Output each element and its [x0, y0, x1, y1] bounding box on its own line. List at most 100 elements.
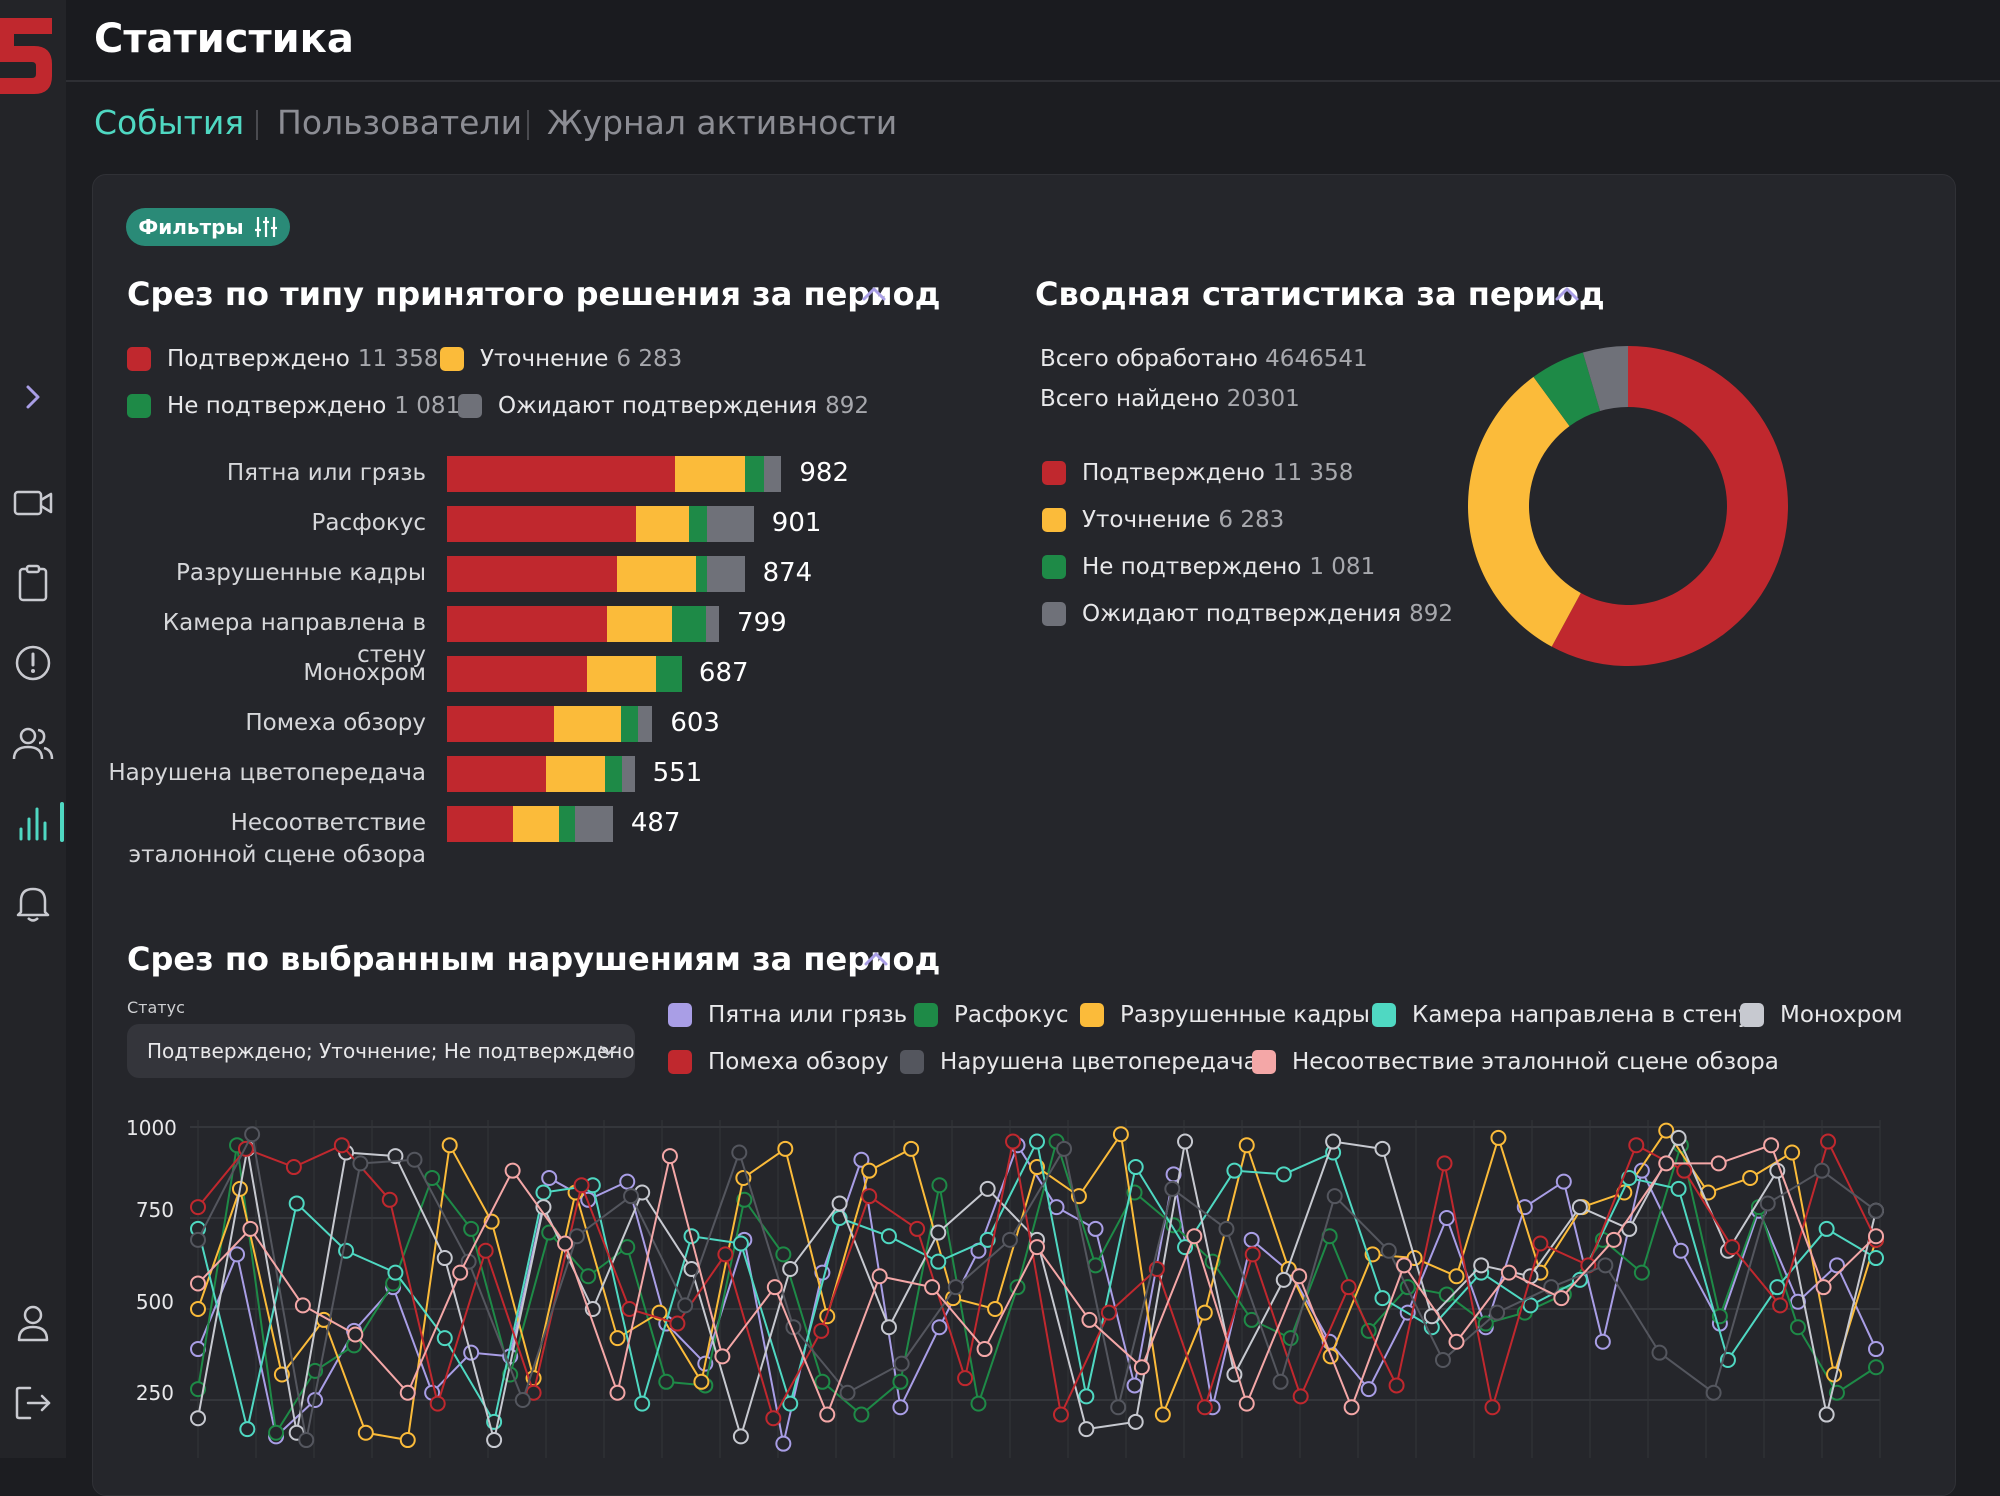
series-point[interactable]: [504, 1162, 521, 1179]
series-point[interactable]: [775, 1435, 792, 1452]
series-point[interactable]: [1489, 1304, 1506, 1321]
series-point[interactable]: [1605, 1231, 1622, 1248]
users-icon[interactable]: [10, 720, 56, 766]
bar-chart-icon[interactable]: [10, 800, 56, 846]
series-point[interactable]: [1500, 1264, 1517, 1281]
series-point[interactable]: [1448, 1333, 1465, 1350]
series-point[interactable]: [1813, 1162, 1830, 1179]
series-point[interactable]: [1243, 1231, 1260, 1248]
series-point[interactable]: [931, 1319, 948, 1336]
series-point[interactable]: [831, 1195, 848, 1212]
series-point[interactable]: [979, 1231, 996, 1248]
series-point[interactable]: [1828, 1257, 1845, 1274]
series-point[interactable]: [486, 1432, 503, 1449]
series-point[interactable]: [441, 1137, 458, 1154]
series-point[interactable]: [285, 1159, 302, 1176]
chevron-up-icon[interactable]: [862, 949, 890, 969]
line-legend-item[interactable]: Пятна или грязь: [668, 1002, 907, 1028]
series-point[interactable]: [1340, 1279, 1357, 1296]
series-point[interactable]: [1658, 1122, 1675, 1139]
series-point[interactable]: [1658, 1155, 1675, 1172]
series-point[interactable]: [970, 1395, 987, 1412]
series-point[interactable]: [1490, 1129, 1507, 1146]
logo-5-icon[interactable]: [0, 18, 52, 94]
series-point[interactable]: [1081, 1311, 1098, 1328]
series-point[interactable]: [1868, 1341, 1884, 1358]
series-point[interactable]: [1186, 1228, 1203, 1245]
series-point[interactable]: [1724, 1239, 1741, 1256]
series-point[interactable]: [298, 1432, 315, 1449]
series-point[interactable]: [619, 1239, 636, 1256]
series-point[interactable]: [1238, 1137, 1255, 1154]
series-point[interactable]: [1651, 1344, 1668, 1361]
chevron-up-icon[interactable]: [860, 284, 888, 304]
series-point[interactable]: [1325, 1133, 1342, 1150]
series-point[interactable]: [1868, 1250, 1884, 1267]
series-point[interactable]: [229, 1246, 246, 1263]
series-point[interactable]: [190, 1381, 206, 1398]
series-point[interactable]: [1164, 1180, 1181, 1197]
series-point[interactable]: [1628, 1137, 1645, 1154]
series-point[interactable]: [909, 1220, 926, 1237]
status-select[interactable]: Подтверждено; Уточнение; Не подтверждено: [127, 1024, 635, 1078]
series-point[interactable]: [357, 1424, 374, 1441]
series-point[interactable]: [1056, 1140, 1073, 1157]
series-point[interactable]: [814, 1373, 831, 1390]
series-point[interactable]: [1291, 1268, 1308, 1285]
series-point[interactable]: [1126, 1377, 1143, 1394]
series-point[interactable]: [1360, 1381, 1377, 1398]
series-point[interactable]: [1571, 1199, 1588, 1216]
series-point[interactable]: [1396, 1257, 1413, 1274]
series-point[interactable]: [1374, 1140, 1391, 1157]
series-point[interactable]: [871, 1268, 888, 1285]
series-point[interactable]: [452, 1264, 469, 1281]
series-point[interactable]: [736, 1191, 753, 1208]
series-point[interactable]: [1100, 1304, 1117, 1321]
series-point[interactable]: [931, 1177, 948, 1194]
series-point[interactable]: [514, 1392, 531, 1408]
series-point[interactable]: [1244, 1246, 1261, 1263]
series-point[interactable]: [244, 1126, 261, 1143]
line-legend-item[interactable]: Несоотвествие эталонной сцене обзора: [1252, 1049, 1779, 1075]
series-point[interactable]: [381, 1191, 398, 1208]
series-point[interactable]: [406, 1151, 423, 1168]
series-point[interactable]: [634, 1395, 651, 1412]
series-point[interactable]: [1374, 1290, 1391, 1307]
series-point[interactable]: [658, 1373, 675, 1390]
series-point[interactable]: [1772, 1297, 1789, 1314]
series-point[interactable]: [1238, 1395, 1255, 1412]
series-point[interactable]: [880, 1319, 897, 1336]
series-point[interactable]: [1005, 1133, 1022, 1150]
alert-circle-icon[interactable]: [10, 640, 56, 686]
line-legend-item[interactable]: Разрушенные кадры: [1080, 1002, 1370, 1028]
series-point[interactable]: [1484, 1399, 1501, 1416]
series-point[interactable]: [1110, 1399, 1127, 1416]
series-point[interactable]: [1672, 1242, 1689, 1259]
series-point[interactable]: [957, 1370, 974, 1387]
series-point[interactable]: [387, 1264, 404, 1281]
series-point[interactable]: [1087, 1220, 1104, 1237]
series-point[interactable]: [1434, 1351, 1451, 1368]
series-point[interactable]: [288, 1195, 305, 1212]
series-point[interactable]: [766, 1279, 783, 1296]
series-point[interactable]: [853, 1151, 870, 1168]
series-point[interactable]: [399, 1384, 416, 1401]
series-point[interactable]: [239, 1421, 256, 1438]
series-point[interactable]: [893, 1355, 910, 1372]
series-point[interactable]: [242, 1220, 259, 1237]
series-point[interactable]: [609, 1384, 626, 1401]
series-point[interactable]: [347, 1326, 364, 1343]
bell-icon[interactable]: [10, 880, 56, 926]
series-point[interactable]: [777, 1140, 794, 1157]
series-point[interactable]: [839, 1384, 856, 1401]
series-point[interactable]: [976, 1341, 993, 1358]
series-point[interactable]: [853, 1406, 870, 1423]
series-point[interactable]: [1029, 1239, 1045, 1256]
series-point[interactable]: [1343, 1399, 1360, 1416]
series-line[interactable]: [197, 1131, 1877, 1441]
series-point[interactable]: [1818, 1220, 1835, 1237]
series-point[interactable]: [535, 1184, 552, 1201]
series-point[interactable]: [190, 1410, 206, 1427]
series-point[interactable]: [861, 1162, 878, 1179]
series-point[interactable]: [1272, 1373, 1289, 1390]
